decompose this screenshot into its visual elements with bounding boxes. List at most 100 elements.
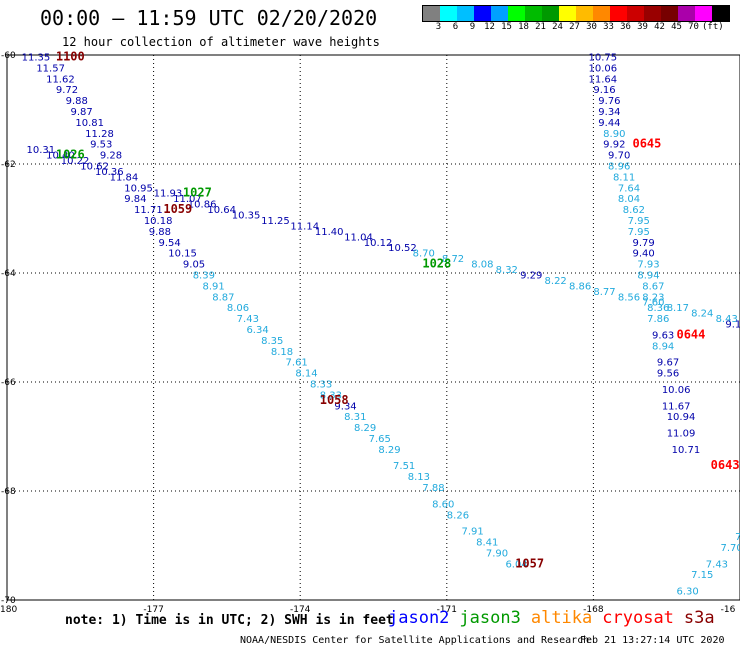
scale-swatch (457, 6, 474, 21)
swh-value: 11.14 (290, 221, 319, 232)
scale-label: 39 (637, 22, 648, 32)
swh-value: 7.70 (720, 543, 740, 554)
swh-value: 7.15 (691, 570, 713, 581)
time-label: 1028 (422, 257, 451, 271)
credit-line: NOAA/NESDIS Center for Satellite Applica… (240, 635, 590, 646)
scale-swatch (610, 6, 627, 21)
swh-value: 9.56 (657, 369, 679, 380)
swh-value: 9.28 (100, 151, 122, 162)
swh-value: 9.05 (183, 260, 205, 271)
swh-value: 8.13 (408, 472, 430, 483)
swh-value: 11.09 (667, 429, 696, 440)
scale-label: 30 (586, 22, 597, 32)
swh-value: 8.17 (667, 303, 689, 314)
swh-value: 8.60 (432, 499, 454, 510)
time-label: 1057 (515, 556, 544, 570)
scale-label: 45 (671, 22, 682, 32)
swh-value: 10.81 (75, 118, 104, 129)
scale-swatch (644, 6, 661, 21)
swh-value: 7.43 (706, 559, 728, 570)
swh-value: 6.34 (246, 325, 268, 336)
swh-value: 10.18 (144, 216, 173, 227)
swh-value: 11.40 (315, 227, 344, 238)
scale-unit: (ft) (702, 22, 724, 32)
satellite-altika: altika (530, 608, 593, 628)
swh-value: 10.95 (124, 183, 153, 194)
swh-value: 10.75 (589, 52, 618, 63)
swh-value: 7.86 (647, 314, 669, 325)
x-tick-label: -16 (721, 605, 736, 615)
time-label: 1027 (183, 186, 212, 200)
satellite-jason3: jason3 (459, 608, 521, 628)
swh-value: 7.61 (286, 358, 308, 369)
swh-value: 8.29 (378, 445, 400, 456)
swh-value: 11.04 (344, 232, 373, 243)
swh-value: 7.93 (637, 260, 659, 271)
swh-value: 11.62 (46, 74, 75, 85)
swh-value: 10.12 (364, 238, 393, 249)
swh-value: 10.06 (589, 63, 618, 74)
x-tick-label: -171 (437, 605, 457, 615)
swh-value: 10.31 (27, 145, 56, 156)
swh-value: 8.32 (496, 265, 518, 276)
satellite-s3a: s3a (683, 608, 715, 628)
swh-value: 7.65 (369, 434, 391, 445)
swh-value: 7.88 (422, 483, 444, 494)
scale-swatch (678, 6, 695, 21)
swh-value: 10.40 (46, 151, 75, 162)
swh-value: 8.77 (593, 287, 615, 298)
time-label: 0643 (711, 458, 740, 472)
page-title: 00:00 – 11:59 UTC 02/20/2020 (40, 6, 378, 30)
swh-value: 9.92 (603, 140, 625, 151)
swh-value: 9.72 (56, 85, 78, 96)
y-tick-label: -60 (1, 51, 16, 61)
swh-value: 10.62 (80, 161, 109, 172)
swh-value: 9.88 (149, 227, 171, 238)
scale-label: 24 (552, 22, 563, 32)
swh-value: 7.95 (628, 216, 650, 227)
swh-value: 9.18 (725, 320, 740, 331)
swh-value: 11.71 (134, 205, 163, 216)
swh-value: 9.34 (598, 107, 620, 118)
swh-value: 8.04 (618, 194, 640, 205)
scale-swatch (695, 6, 712, 21)
swh-value: 6.04 (505, 559, 527, 570)
swh-value: 8.11 (613, 172, 635, 183)
swh-value: 9.54 (158, 238, 180, 249)
swh-value: 9.87 (71, 107, 93, 118)
time-label: 0644 (676, 327, 705, 341)
satellite-cryosat: cryosat (602, 608, 674, 628)
satellite-jason2: jason2 (388, 608, 450, 628)
swh-value: 8.23 (642, 292, 664, 303)
swh-value: 11.07 (173, 194, 202, 205)
x-tick-label: -174 (290, 605, 311, 615)
page-subtitle: 12 hour collection of altimeter wave hei… (62, 35, 380, 49)
x-tick-label: -168 (583, 605, 604, 615)
time-label: 0645 (632, 137, 661, 151)
swh-value: 11.67 (662, 401, 691, 412)
scale-swatch (440, 6, 457, 21)
scale-label: 21 (535, 22, 546, 32)
swh-value: 8.36 (647, 303, 669, 314)
time-label: 1026 (56, 148, 85, 162)
time-label: 1059 (163, 202, 192, 216)
swh-value: 10.15 (168, 249, 197, 260)
scale-label: 3 (435, 22, 442, 32)
swh-value: 8.62 (623, 205, 645, 216)
swh-value: 10.22 (61, 156, 90, 167)
plot-frame (6, 54, 740, 601)
swh-value: 8.39 (193, 270, 215, 281)
swh-value: 11.35 (22, 52, 51, 63)
scale-swatch (542, 6, 559, 21)
swh-value: 10.94 (667, 412, 696, 423)
swh-value: 7.91 (461, 527, 483, 538)
swh-value: 9.67 (657, 358, 679, 369)
scale-swatch (627, 6, 644, 21)
swh-value: 8.87 (212, 292, 234, 303)
swh-value: 7.43 (237, 314, 259, 325)
swh-value: 11.93 (154, 189, 183, 200)
swh-value: 8.33 (310, 379, 332, 390)
swh-value: 8.41 (476, 538, 498, 549)
swh-value: 7.95 (628, 227, 650, 238)
y-tick-label: -70 (1, 596, 16, 606)
